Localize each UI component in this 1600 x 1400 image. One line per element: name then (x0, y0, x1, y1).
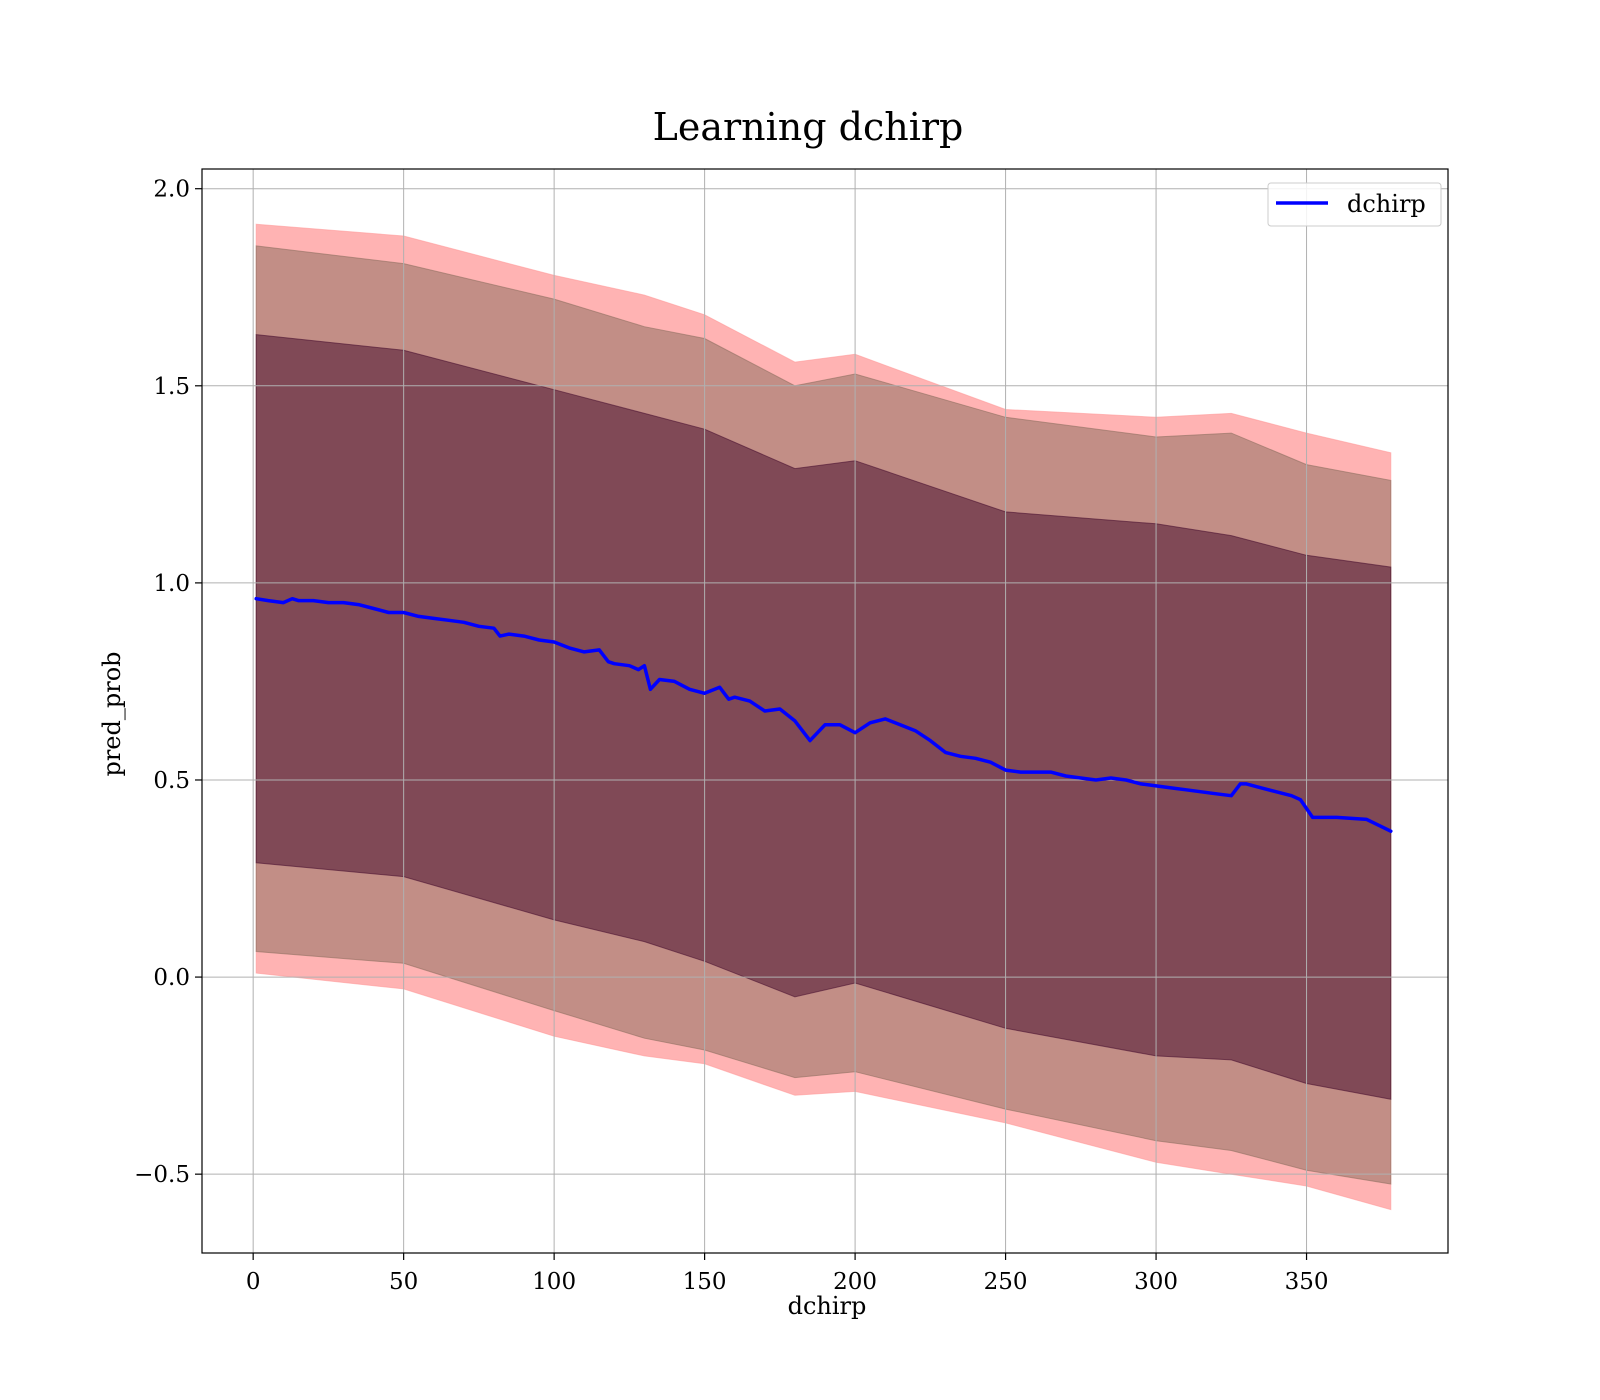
legend: dchirp (1267, 182, 1442, 227)
y-axis-label: pred_prob (98, 651, 126, 776)
axis-ticks: 0 50 100 150 200 250 300 350 −0.5 0.0 0.5 1.0 1.5 2.0 (134, 177, 1328, 1295)
x-tick-label: 350 (1285, 1269, 1329, 1295)
x-axis-label: dchirp (788, 1292, 867, 1320)
confidence-bands (255, 223, 1392, 1211)
y-tick-label: 0.5 (153, 768, 190, 794)
x-tick-label: 200 (833, 1269, 877, 1295)
y-tick-label: 1.5 (153, 374, 190, 400)
series-lines (254, 596, 1393, 833)
legend-box (1267, 182, 1442, 227)
x-tick-label: 50 (389, 1269, 418, 1295)
x-tick-label: 100 (532, 1269, 576, 1295)
x-tick-label: 250 (984, 1269, 1028, 1295)
x-tick-label: 150 (683, 1269, 727, 1295)
y-tick-label: −0.5 (134, 1162, 190, 1188)
plot-frame (201, 168, 1449, 1254)
x-tick-label: 0 (246, 1269, 261, 1295)
chart-title: Learning dchirp (653, 105, 964, 149)
legend-label: dchirp (1347, 190, 1426, 218)
y-tick-label: 1.0 (153, 571, 190, 597)
x-tick-label: 300 (1134, 1269, 1178, 1295)
y-tick-label: 0.0 (153, 965, 190, 991)
y-tick-label: 2.0 (153, 177, 190, 203)
series-line-dchirp (254, 596, 1393, 833)
grid (202, 169, 1448, 1253)
